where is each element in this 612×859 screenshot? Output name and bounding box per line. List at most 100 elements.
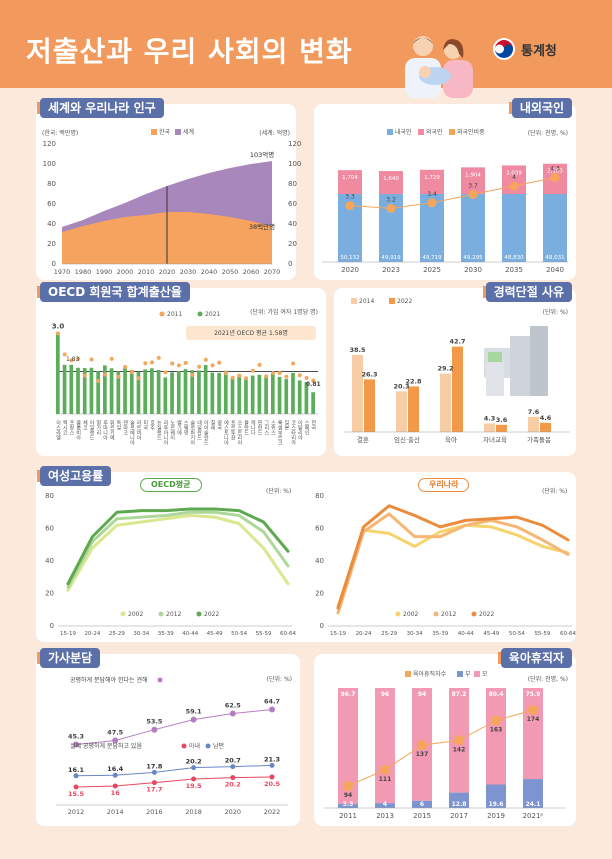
- x-tick-label: 룩셈부르크: [277, 420, 283, 445]
- bar-2022: [408, 386, 419, 432]
- legend-marker: [159, 311, 165, 317]
- data-label: 1.83: [66, 356, 80, 363]
- bar-domestic: [502, 194, 526, 262]
- x-tick-label: 캐나다: [250, 419, 256, 436]
- y-tick-label: 40: [315, 557, 324, 565]
- share-point: [345, 201, 355, 211]
- y-tick-label: 80: [288, 180, 297, 188]
- bar-2021: [217, 372, 221, 414]
- data-label-2022: 26.3: [361, 370, 377, 378]
- x-tick-label: 2022: [264, 808, 281, 816]
- x-tick-label: 미국: [142, 419, 148, 431]
- bar-2021: [150, 368, 154, 414]
- point-2011: [270, 371, 275, 376]
- data-label-father: 3.3: [343, 801, 354, 808]
- legend-label: 부: [465, 671, 471, 678]
- female-employment-chart: 0 20 40 60 80 15-19 20-24 25-29 30-34 35-39 40-44 4…: [45, 492, 576, 637]
- bar-2021: [237, 374, 242, 414]
- x-tick-label: 50-54: [509, 631, 525, 637]
- x-tick-label: 벨기에: [176, 419, 182, 436]
- data-label-foreign: 1,640: [383, 176, 399, 182]
- bar-2021: [156, 369, 161, 414]
- wife-point: [112, 783, 118, 789]
- leave-point: [343, 781, 353, 791]
- data-label-2022: 4.6: [540, 414, 552, 422]
- y-tick-label: 120: [43, 140, 56, 148]
- bar-foreign: [338, 170, 362, 194]
- unit-left: (단위: %): [266, 488, 292, 495]
- bar-father: [338, 804, 358, 808]
- bar-2021: [163, 377, 168, 414]
- husband-point: [151, 769, 157, 775]
- y-tick-label: 0: [50, 622, 54, 630]
- legend-label: 2002: [128, 611, 143, 618]
- x-tick-label: 25-29: [381, 631, 397, 637]
- x-tick-label: 리투아니아: [163, 419, 169, 446]
- data-label-share: 3.4: [427, 191, 437, 198]
- x-tick-label: 루마니아: [102, 420, 108, 441]
- x-tick-label: 독일: [115, 420, 121, 430]
- badge-korea: 우리나라: [418, 478, 470, 492]
- x-tick-label: 45-49: [483, 631, 499, 637]
- x-tick-label: 2025: [423, 266, 441, 274]
- data-label-father: 24.1: [526, 801, 541, 808]
- x-tick-label: 결혼: [357, 435, 369, 444]
- unit-label: (단위: %): [542, 309, 568, 316]
- x-tick-label: 2013: [376, 812, 394, 820]
- panel-title: 세계와 우리나라 인구: [37, 98, 164, 118]
- bar-2021: [109, 368, 114, 414]
- series-husband-line: [75, 764, 273, 777]
- point-2011: [217, 360, 222, 365]
- point-2011: [257, 362, 262, 367]
- unit-label: (단위: 천명, %): [527, 676, 568, 683]
- legend-label: 2021: [205, 311, 220, 318]
- point-2011: [109, 356, 114, 361]
- data-label-mother: 80.4: [489, 691, 504, 698]
- panel-career-break: 경력단절 사유 (단위: %) 2014 2022 38.5 26.3 결혼 20.3 22…: [334, 282, 576, 456]
- series-share-line: [349, 177, 556, 209]
- leave-point: [417, 740, 427, 751]
- wife-point: [73, 784, 79, 790]
- x-tick-label: 2011: [339, 812, 357, 820]
- bar-2021: [129, 369, 134, 414]
- x-tick-label: 2019: [487, 812, 505, 820]
- series-line-2002: [336, 523, 570, 608]
- point-2011: [250, 368, 255, 373]
- data-label-2014: 20.3: [393, 382, 409, 390]
- family-illustration: [405, 36, 473, 98]
- data-label-2014: 38.5: [349, 346, 366, 354]
- series-wife-line: [75, 776, 273, 788]
- bar-mother: [338, 688, 358, 805]
- y-tick-label: 0: [52, 260, 56, 268]
- data-label-father: 6: [420, 801, 424, 808]
- leave-point: [380, 764, 390, 775]
- point-2011: [230, 375, 235, 380]
- x-tick-label: 2020: [225, 808, 242, 816]
- bar-2014: [484, 423, 495, 432]
- bar-2021: [89, 367, 94, 414]
- point-2011: [197, 364, 202, 369]
- data-label-father: 4: [383, 801, 387, 808]
- opinion-point: [73, 741, 79, 748]
- oecd-average-note-bg: [186, 326, 316, 340]
- x-tick-label: 영국: [216, 419, 222, 431]
- x-tick-label: 오스트리아: [236, 420, 242, 446]
- legend-label: 2022: [397, 298, 412, 305]
- bar-2021: [103, 365, 107, 414]
- bar-foreign: [461, 167, 485, 194]
- label-world-total: 103억명: [250, 150, 274, 159]
- panel-population: 세계와 우리나라 인구 (한국: 백만명) (세계: 억명) 한국 세계 0 0 20 2…: [36, 98, 301, 280]
- data-label-husband: 16.4: [107, 765, 124, 773]
- x-tick-label: 2040: [201, 268, 218, 276]
- x-tick-label: 2020: [159, 268, 176, 276]
- x-tick-label: 2012: [68, 808, 85, 816]
- point-2011: [76, 356, 81, 361]
- opinion-point: [269, 706, 275, 713]
- legend-label: 2012: [441, 611, 456, 618]
- wife-point: [269, 774, 275, 780]
- x-tick-label: 60-64: [280, 631, 296, 637]
- x-tick-label: 헝가리: [95, 420, 101, 436]
- point-2011: [56, 331, 61, 336]
- x-tick-label: 슬로베니아: [129, 419, 135, 446]
- data-label-mother: 96.7: [341, 691, 356, 698]
